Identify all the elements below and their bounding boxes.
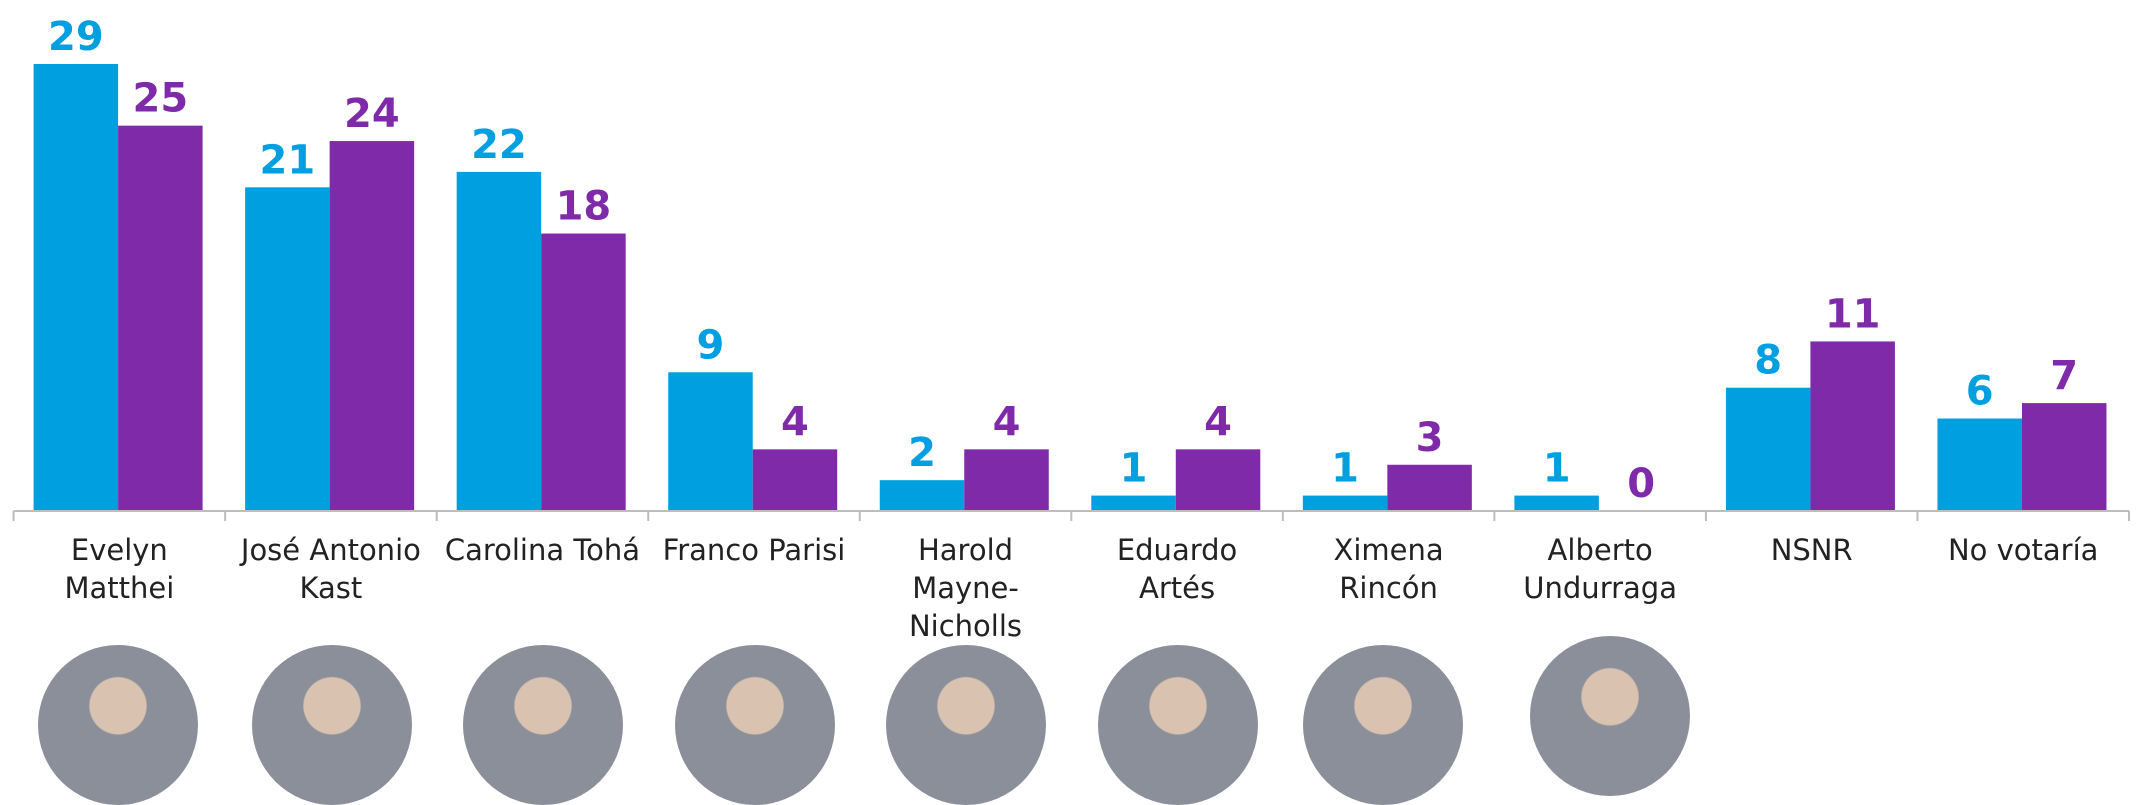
value-label: 11: [1825, 291, 1881, 337]
value-label: 22: [471, 122, 527, 168]
bar: [1091, 495, 1176, 511]
x-tick-label: Franco Parisi: [662, 533, 846, 567]
bar: [1387, 464, 1472, 511]
value-label: 29: [48, 14, 104, 60]
x-tick-label: Evelyn Matthei: [64, 533, 175, 605]
value-label: 7: [2050, 353, 2078, 399]
x-tick-label: José Antonio Kast: [240, 533, 421, 605]
value-label: 4: [993, 399, 1021, 445]
value-label: 21: [260, 137, 316, 183]
value-label: 0: [1627, 461, 1655, 507]
value-label: 6: [1966, 369, 1994, 415]
x-tick-label: No votaría: [1947, 533, 2099, 567]
bar: [1810, 341, 1895, 511]
bar: [1937, 418, 2022, 511]
bar: [752, 449, 838, 511]
x-tick-label: Harold Mayne-Nicholls: [908, 533, 1023, 643]
photo: [886, 645, 1046, 805]
value-label: 4: [1204, 399, 1232, 445]
bar: [245, 187, 330, 511]
x-tick-label: NSNR: [1770, 533, 1853, 567]
bar: [1175, 449, 1261, 511]
bar: [1302, 495, 1388, 511]
value-label: 24: [344, 91, 400, 137]
x-tick-label: Alberto Undurraga: [1523, 533, 1677, 605]
photo: [1530, 636, 1690, 796]
photo: [463, 645, 623, 805]
x-tick-label: Eduardo Artés: [1116, 533, 1238, 605]
bar: [329, 141, 415, 511]
bar: [668, 372, 753, 511]
photo: [38, 645, 198, 805]
value-label: 9: [697, 322, 725, 368]
bar: [2021, 403, 2107, 511]
bar: [456, 171, 542, 511]
bar: [33, 64, 119, 511]
bar: [1725, 387, 1811, 511]
bar: [1514, 495, 1599, 511]
value-label: 1: [1331, 446, 1359, 492]
bar: [879, 480, 965, 511]
value-label: 2: [908, 430, 936, 476]
value-label: 4: [781, 399, 809, 445]
value-label: 8: [1754, 338, 1782, 384]
photo: [1098, 645, 1258, 805]
bar: [964, 449, 1049, 511]
bar: [118, 125, 203, 511]
photo: [1303, 645, 1463, 805]
photo: [675, 645, 835, 805]
value-label: 18: [556, 184, 612, 230]
x-tick-label: Ximena Rincón: [1333, 533, 1444, 605]
value-label: 3: [1416, 415, 1444, 461]
value-label: 25: [133, 76, 189, 122]
x-tick-label: Carolina Tohá: [444, 533, 641, 567]
value-label: 1: [1543, 446, 1571, 492]
bar: [541, 233, 626, 511]
value-label: 1: [1120, 446, 1148, 492]
photo: [252, 645, 412, 805]
